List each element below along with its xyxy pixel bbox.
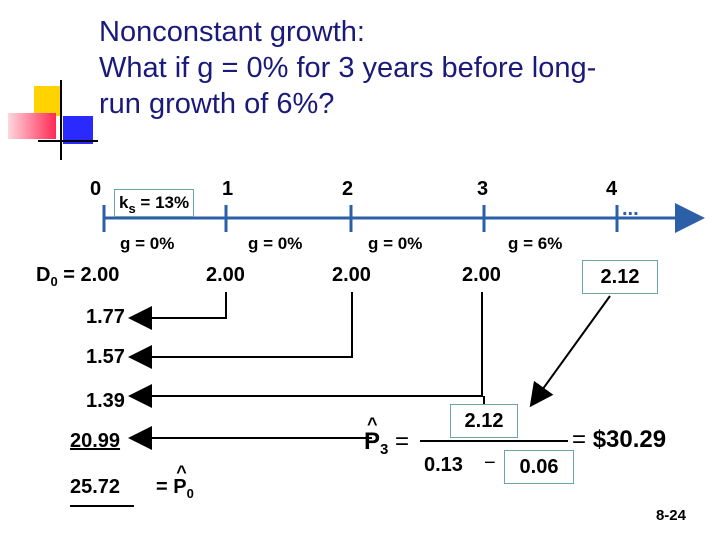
- dividend-year3: 2.00: [462, 264, 501, 286]
- logo-hline: [38, 140, 98, 142]
- numerator-box: 2.12: [450, 404, 518, 438]
- pv-total: 25.72: [70, 476, 121, 498]
- price-estimate-eq: =: [156, 476, 168, 498]
- arrow-year3: [128, 292, 483, 408]
- p-hat-letter: P: [173, 476, 187, 498]
- tick-label-4: 4: [606, 178, 618, 200]
- rate-value: = 13%: [135, 193, 190, 212]
- rate-symbol: k: [119, 193, 129, 212]
- red-square: [8, 113, 56, 139]
- timeline-ellipsis: ...: [622, 198, 639, 220]
- decorative-logo: [0, 0, 100, 160]
- p3-label: P3 =: [364, 414, 410, 458]
- arrow-year2: [128, 292, 353, 369]
- pv-terminal-value: 20.99: [70, 430, 121, 452]
- growth-label-3: g = 0%: [368, 234, 423, 253]
- title-line-2: What if g = 0% for 3 years before long-: [99, 52, 597, 84]
- pv-year3: 1.39: [86, 390, 125, 412]
- title-line-1: Nonconstant growth:: [99, 16, 365, 48]
- d0-subscript: 0: [50, 274, 58, 289]
- dividend-year2: 2.00: [332, 264, 371, 286]
- p-hat-symbol: P: [173, 462, 187, 499]
- page-number: 8-24: [655, 507, 686, 524]
- tick-label-0: 0: [90, 178, 102, 200]
- denominator-a: 0.13: [424, 454, 463, 476]
- slide-title: Nonconstant growth: What if g = 0% for 3…: [99, 14, 699, 122]
- result: = $30.29: [572, 426, 666, 454]
- rate-subscript: s: [128, 201, 136, 216]
- d0-value: = 2.00: [57, 264, 120, 286]
- tick-label-1: 1: [222, 178, 234, 200]
- required-return-box: ks = 13%: [114, 189, 195, 217]
- growth-label-1: g = 0%: [120, 234, 175, 253]
- result-value: $30.29: [592, 426, 667, 453]
- pv-year1: 1.77: [86, 306, 125, 328]
- yellow-square: [34, 86, 62, 116]
- d0-symbol: D: [36, 264, 51, 286]
- tick-label-2: 2: [342, 178, 354, 200]
- dividend-year1: 2.00: [206, 264, 245, 286]
- p-hat-subscript: 0: [186, 486, 194, 501]
- price-estimate: = P0: [156, 462, 194, 501]
- growth-label-4: g = 6%: [508, 234, 563, 253]
- tick-label-3: 3: [477, 178, 489, 200]
- logo-vline: [60, 80, 62, 160]
- pv-year2: 1.57: [86, 346, 125, 368]
- p3-equals: =: [395, 428, 410, 455]
- dividend-year4-box: 2.12: [582, 260, 658, 294]
- p3-hat-symbol: P: [364, 414, 381, 456]
- p3-letter: P: [364, 428, 381, 455]
- denominator-b-box: 0.06: [504, 450, 574, 484]
- d0-label: D0 = 2.00: [36, 264, 120, 289]
- growth-label-2: g = 0%: [248, 234, 303, 253]
- title-line-3: run growth of 6%?: [99, 88, 335, 120]
- blue-square: [63, 116, 93, 144]
- p3-subscript: 3: [380, 441, 389, 458]
- arrow-year1: [128, 292, 227, 330]
- arrow-year4-to-p3: [529, 295, 611, 408]
- result-equals: =: [572, 426, 587, 453]
- denominator-minus: −: [484, 452, 496, 474]
